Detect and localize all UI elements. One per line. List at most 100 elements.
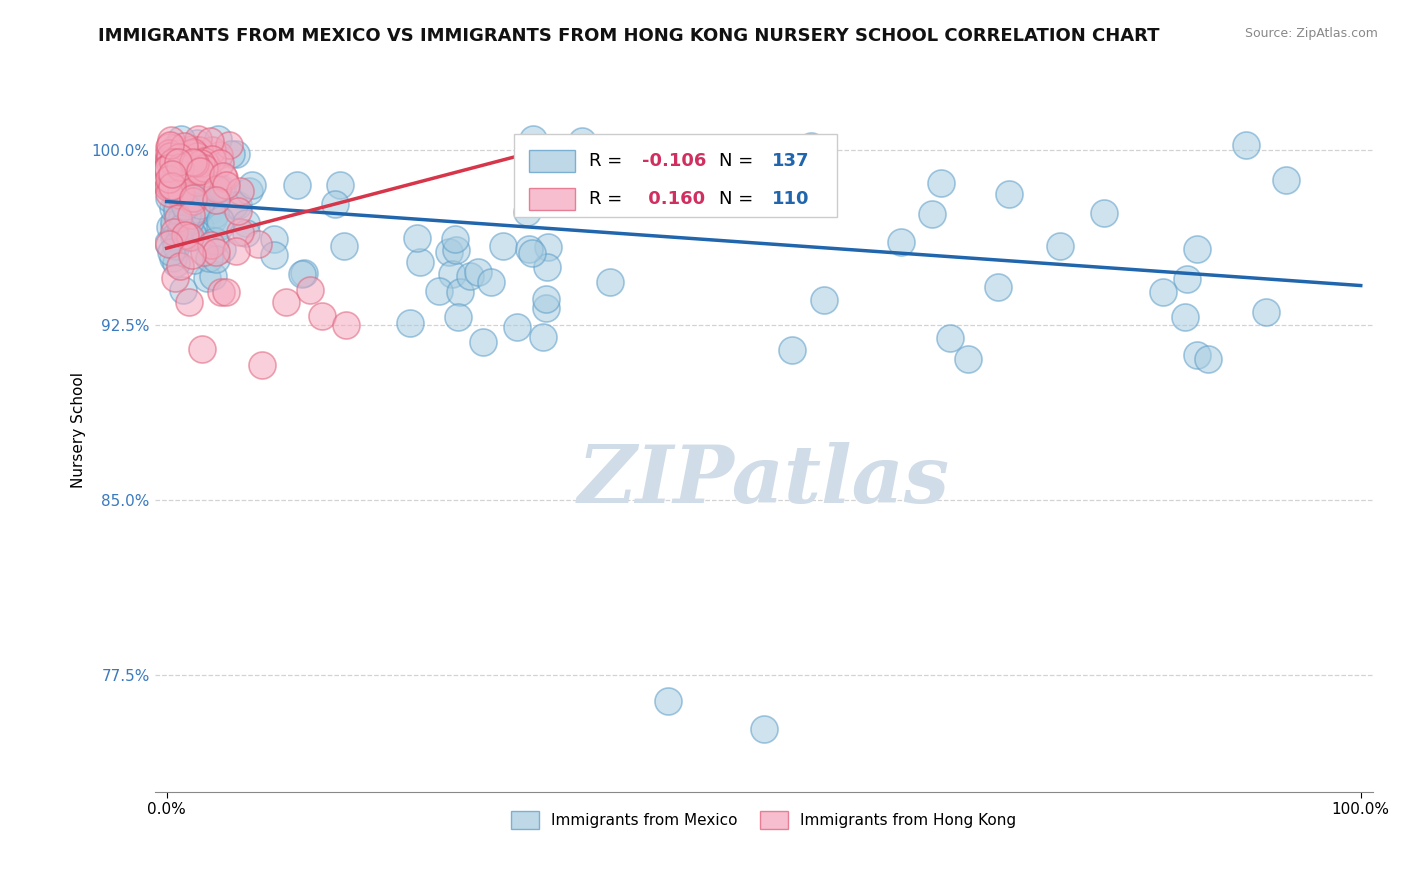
Point bbox=[188, 190, 211, 204]
Point bbox=[235, 226, 257, 240]
Point bbox=[298, 283, 321, 297]
Point bbox=[202, 212, 225, 227]
Point bbox=[167, 155, 190, 169]
Point bbox=[197, 251, 219, 265]
Point bbox=[939, 331, 962, 345]
Point bbox=[169, 161, 191, 175]
Point bbox=[179, 161, 201, 176]
Point bbox=[205, 182, 228, 196]
Point bbox=[163, 215, 186, 229]
Point bbox=[198, 202, 221, 217]
Point bbox=[188, 174, 211, 188]
Point bbox=[170, 185, 193, 199]
Point bbox=[191, 342, 214, 356]
Point bbox=[800, 139, 823, 153]
Point bbox=[162, 167, 184, 181]
Point bbox=[235, 216, 257, 230]
Point bbox=[204, 234, 226, 248]
Point bbox=[229, 225, 252, 239]
Point bbox=[193, 245, 215, 260]
Point bbox=[204, 207, 226, 221]
Point bbox=[472, 334, 495, 349]
Point bbox=[449, 285, 471, 299]
Point bbox=[311, 309, 333, 323]
Point bbox=[157, 186, 180, 201]
Point bbox=[537, 240, 560, 254]
Point bbox=[176, 163, 198, 178]
Point bbox=[219, 147, 242, 161]
Point bbox=[205, 252, 228, 266]
Point bbox=[520, 245, 543, 260]
Point bbox=[190, 161, 212, 176]
Point bbox=[205, 244, 228, 259]
Point bbox=[207, 181, 229, 195]
Point bbox=[167, 185, 190, 199]
Point bbox=[159, 220, 181, 235]
Point bbox=[742, 162, 765, 177]
Point bbox=[399, 316, 422, 330]
Point bbox=[332, 239, 354, 253]
Point bbox=[441, 267, 464, 281]
Point bbox=[170, 221, 193, 235]
Point bbox=[181, 142, 204, 156]
Point bbox=[536, 301, 558, 315]
Point bbox=[176, 147, 198, 161]
Point bbox=[226, 198, 249, 212]
Text: -0.106: -0.106 bbox=[643, 153, 706, 170]
Y-axis label: Nursery School: Nursery School bbox=[72, 372, 86, 488]
Point bbox=[157, 237, 180, 252]
Point bbox=[195, 158, 218, 172]
Point bbox=[190, 173, 212, 187]
Point bbox=[209, 181, 232, 195]
Point bbox=[177, 159, 200, 173]
Point bbox=[169, 153, 191, 168]
Point bbox=[207, 131, 229, 145]
Text: N =: N = bbox=[718, 153, 759, 170]
Point bbox=[200, 238, 222, 252]
Point bbox=[1256, 305, 1278, 319]
Point bbox=[187, 150, 209, 164]
Point bbox=[599, 276, 621, 290]
Point bbox=[183, 252, 205, 267]
Text: R =: R = bbox=[589, 153, 628, 170]
Point bbox=[174, 199, 197, 213]
Point bbox=[467, 265, 489, 279]
Point bbox=[987, 279, 1010, 293]
Point bbox=[211, 169, 233, 183]
Text: 110: 110 bbox=[772, 190, 810, 208]
Point bbox=[165, 238, 187, 252]
Point bbox=[188, 219, 211, 234]
Point bbox=[166, 191, 188, 205]
Point bbox=[159, 153, 181, 167]
Point bbox=[167, 233, 190, 247]
Point bbox=[166, 198, 188, 212]
Point bbox=[195, 271, 218, 285]
Point bbox=[188, 143, 211, 157]
Point bbox=[187, 161, 209, 176]
Point bbox=[215, 178, 238, 192]
Point bbox=[170, 131, 193, 145]
Point bbox=[224, 198, 246, 212]
Point bbox=[166, 209, 188, 223]
Point bbox=[157, 153, 180, 167]
Point bbox=[1175, 272, 1198, 286]
Point bbox=[291, 268, 314, 282]
Point bbox=[179, 213, 201, 227]
Point bbox=[190, 195, 212, 210]
Point bbox=[209, 285, 232, 300]
Point bbox=[229, 184, 252, 198]
Point bbox=[522, 131, 544, 145]
Text: R =: R = bbox=[589, 190, 628, 208]
Point bbox=[173, 139, 195, 153]
Point bbox=[163, 140, 186, 154]
Point bbox=[460, 268, 482, 283]
Point bbox=[166, 202, 188, 217]
Point bbox=[998, 186, 1021, 201]
Point bbox=[165, 256, 187, 270]
Point bbox=[173, 184, 195, 198]
Point bbox=[250, 358, 273, 372]
Point bbox=[159, 149, 181, 163]
Point bbox=[190, 155, 212, 169]
Point bbox=[187, 163, 209, 178]
Point bbox=[921, 207, 943, 221]
